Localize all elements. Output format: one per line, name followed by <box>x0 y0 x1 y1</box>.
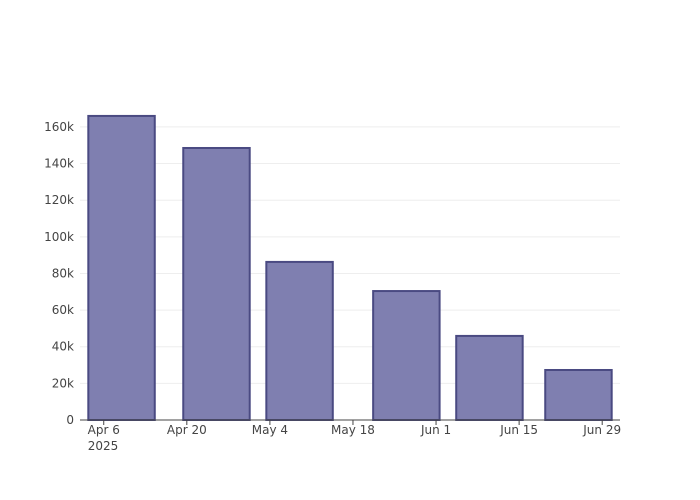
x-tick-label-line: Jun 1 <box>420 423 451 437</box>
y-tick-label: 100k <box>44 230 74 244</box>
y-tick-label: 140k <box>44 157 74 171</box>
y-tick-label: 160k <box>44 120 74 134</box>
y-tick-label: 120k <box>44 193 74 207</box>
x-tick-label: May 18 <box>331 423 375 437</box>
x-tick-label-line: May 4 <box>252 423 288 437</box>
x-tick-label-line: Apr 20 <box>167 423 207 437</box>
x-tick-label-line: 2025 <box>88 439 119 453</box>
bar <box>182 146 251 421</box>
x-tick-label: Jun 1 <box>420 423 451 437</box>
y-tick-label: 20k <box>52 376 74 390</box>
bar <box>544 368 613 421</box>
y-tick-label: 40k <box>52 340 74 354</box>
y-tick-label: 0 <box>66 413 74 427</box>
x-tick-label: Jun 29 <box>582 423 621 437</box>
y-tick-label: 60k <box>52 303 74 317</box>
x-tick-label: May 4 <box>252 423 288 437</box>
x-tick-label-line: Jun 15 <box>499 423 538 437</box>
x-tick-label: Jun 15 <box>499 423 538 437</box>
bar <box>372 290 441 421</box>
x-tick-label-line: May 18 <box>331 423 375 437</box>
x-tick-label-line: Apr 6 <box>88 423 120 437</box>
y-tick-label: 80k <box>52 266 74 280</box>
bar <box>87 114 156 422</box>
bar <box>265 260 334 422</box>
x-tick-label-line: Jun 29 <box>582 423 621 437</box>
x-tick-label: Apr 6 2025 <box>88 423 120 453</box>
x-tick-label: Apr 20 <box>167 423 207 437</box>
bar <box>455 334 524 421</box>
